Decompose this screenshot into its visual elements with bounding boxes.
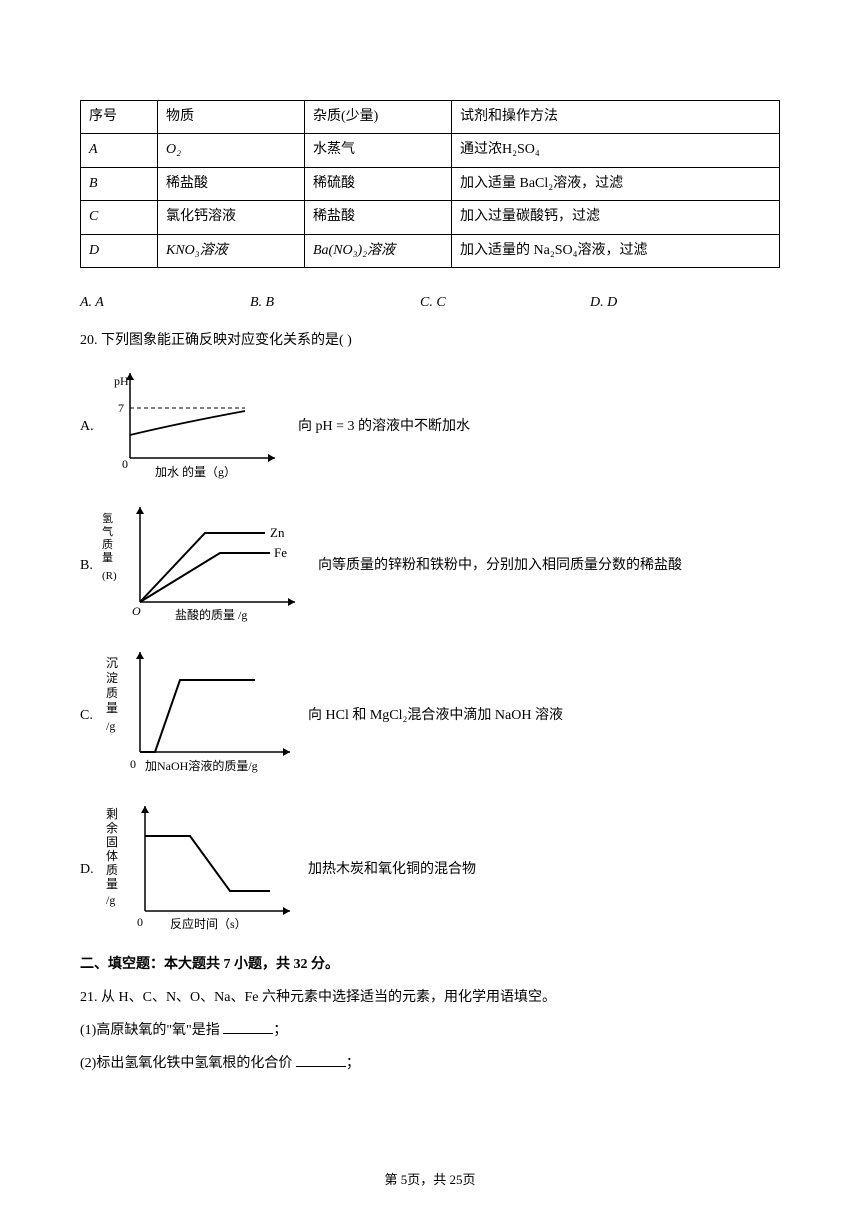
q19-options: A. A B. B C. C D. D: [80, 292, 780, 314]
svg-text:质: 质: [106, 686, 118, 700]
svg-text:(R): (R): [102, 570, 117, 582]
svg-text:量: 量: [106, 701, 118, 715]
label-C: C.: [80, 705, 100, 727]
svg-text:/g: /g: [106, 719, 115, 733]
table-row: D KNO₃溶液 Ba(NO₃)₂溶液 加入适量的 Na₂SO₄溶液，过滤: [81, 234, 780, 267]
svg-text:7: 7: [118, 401, 124, 415]
table-row: B 稀盐酸 稀硫酸 加入适量 BaCl₂溶液，过滤: [81, 167, 780, 200]
cell-C-0: C: [81, 201, 158, 234]
q20-option-D: D. 剩 余 固 体 质 量 /g 0 反应时间（s） 加热木炭和氧化铜的混合物: [80, 796, 780, 944]
label-B: B.: [80, 555, 100, 577]
cell-D-3: 加入适量的 Na₂SO₄溶液，过滤: [452, 234, 780, 267]
q20-option-A: A. pH 7 0 加水 的量（g） 向 pH = 3 的溶液中不断加水: [80, 363, 780, 491]
graph-B: Zn Fe 氢 气 质 量 (R) O 盐酸的质量 /g: [100, 497, 310, 635]
svg-text:加NaOH溶液的质量/g: 加NaOH溶液的质量/g: [145, 758, 258, 773]
svg-text:气: 气: [102, 524, 113, 538]
svg-text:/g: /g: [106, 893, 115, 907]
option-D: D. D: [590, 292, 760, 314]
q21-p2-text: (2)标出氢氧化铁中氢氧根的化合价: [80, 1056, 296, 1071]
option-B: B. B: [250, 292, 420, 314]
pn-total: 25: [450, 1172, 463, 1187]
cell-D-1: KNO₃溶液: [158, 234, 305, 267]
cell-A-0: A: [81, 134, 158, 167]
svg-text:0: 0: [122, 457, 128, 471]
desc-C: 向 HCl 和 MgCl₂混合液中滴加 NaOH 溶液: [308, 705, 563, 727]
cell-B-2: 稀硫酸: [305, 167, 452, 200]
q21-stem: 21. 从 H、C、N、O、Na、Fe 六种元素中选择适当的元素，用化学用语填空…: [80, 987, 780, 1009]
svg-text:盐酸的质量 /g: 盐酸的质量 /g: [175, 607, 247, 622]
svg-text:反应时间（s）: 反应时间（s）: [170, 916, 247, 931]
svg-text:0: 0: [137, 915, 143, 929]
cell-D-2: Ba(NO₃)₂溶液: [305, 234, 452, 267]
chart-h2-vs-acid-icon: Zn Fe 氢 气 质 量 (R) O 盐酸的质量 /g: [100, 497, 310, 627]
svg-text:质: 质: [102, 538, 113, 551]
cell-A-1: O₂: [158, 134, 305, 167]
table-row: A O₂ 水蒸气 通过浓H₂SO₄: [81, 134, 780, 167]
q21-p1-tail: ；: [273, 1023, 287, 1038]
th-1: 物质: [158, 101, 305, 134]
cell-C-3: 加入过量碳酸钙，过滤: [452, 201, 780, 234]
blank-1: [223, 1019, 273, 1034]
th-3: 试剂和操作方法: [452, 101, 780, 134]
option-A: A. A: [80, 292, 250, 314]
page-number: 第 5页，共 25页: [0, 1169, 860, 1188]
q21-p1: (1)高原缺氧的"氧"是指 ；: [80, 1019, 780, 1042]
table-row: C 氯化钙溶液 稀盐酸 加入过量碳酸钙，过滤: [81, 201, 780, 234]
graph-D: 剩 余 固 体 质 量 /g 0 反应时间（s）: [100, 796, 300, 944]
label-D: D.: [80, 859, 100, 881]
svg-text:Fe: Fe: [274, 545, 287, 560]
blank-2: [296, 1052, 346, 1067]
chart-precipitate-vs-naoh-icon: 沉 淀 质 量 /g 0 加NaOH溶液的质量/g: [100, 642, 300, 782]
th-2: 杂质(少量): [305, 101, 452, 134]
q21-p2: (2)标出氢氧化铁中氢氧根的化合价 ；: [80, 1052, 780, 1075]
desc-B: 向等质量的锌粉和铁粉中，分别加入相同质量分数的稀盐酸: [318, 555, 682, 577]
cell-A-3: 通过浓H₂SO₄: [452, 134, 780, 167]
svg-text:加水 的量（g）: 加水 的量（g）: [155, 464, 236, 479]
svg-text:O: O: [132, 604, 141, 618]
svg-text:量: 量: [106, 877, 118, 891]
svg-text:氢: 氢: [102, 511, 113, 525]
page-content: 序号 物质 杂质(少量) 试剂和操作方法 A O₂ 水蒸气 通过浓H₂SO₄ B…: [0, 0, 860, 1126]
q21-p1-text: (1)高原缺氧的"氧"是指: [80, 1023, 223, 1038]
option-C: C. C: [420, 292, 590, 314]
chart-ph-vs-water-icon: pH 7 0 加水 的量（g）: [100, 363, 290, 483]
svg-text:沉: 沉: [106, 656, 118, 670]
desc-D: 加热木炭和氧化铜的混合物: [308, 859, 476, 881]
svg-text:量: 量: [102, 551, 113, 564]
svg-text:Zn: Zn: [270, 525, 285, 540]
table-row: 序号 物质 杂质(少量) 试剂和操作方法: [81, 101, 780, 134]
pn-mid: 页，共: [407, 1172, 449, 1187]
cell-B-3: 加入适量 BaCl₂溶液，过滤: [452, 167, 780, 200]
cell-D-0: D: [81, 234, 158, 267]
q21-p2-tail: ；: [346, 1056, 360, 1071]
svg-text:pH: pH: [114, 374, 129, 388]
purification-table: 序号 物质 杂质(少量) 试剂和操作方法 A O₂ 水蒸气 通过浓H₂SO₄ B…: [80, 100, 780, 268]
cell-C-1: 氯化钙溶液: [158, 201, 305, 234]
q20-text: 20. 下列图象能正确反映对应变化关系的是( ): [80, 330, 780, 352]
svg-text:质: 质: [106, 863, 118, 877]
desc-A: 向 pH = 3 的溶液中不断加水: [298, 416, 470, 438]
cell-B-0: B: [81, 167, 158, 200]
th-0: 序号: [81, 101, 158, 134]
svg-text:余: 余: [106, 820, 118, 835]
q20-option-B: B. Zn Fe 氢 气 质 量 (R) O 盐酸的质量 /g 向等质量的锌粉和…: [80, 497, 780, 635]
chart-solid-vs-time-icon: 剩 余 固 体 质 量 /g 0 反应时间（s）: [100, 796, 300, 936]
pn-prefix: 第: [384, 1172, 400, 1187]
pn-suffix: 页: [463, 1172, 476, 1187]
label-A: A.: [80, 416, 100, 438]
q20-option-C: C. 沉 淀 质 量 /g 0 加NaOH溶液的质量/g 向 HCl 和 MgC…: [80, 642, 780, 790]
svg-text:0: 0: [130, 757, 136, 771]
cell-A-2: 水蒸气: [305, 134, 452, 167]
svg-text:淀: 淀: [106, 671, 118, 685]
graph-C: 沉 淀 质 量 /g 0 加NaOH溶液的质量/g: [100, 642, 300, 790]
section-2-header: 二、填空题：本大题共 7 小题，共 32 分。: [80, 954, 780, 976]
graph-A: pH 7 0 加水 的量（g）: [100, 363, 290, 491]
svg-text:固: 固: [106, 835, 118, 849]
svg-text:体: 体: [106, 849, 118, 863]
svg-text:剩: 剩: [106, 807, 118, 821]
cell-B-1: 稀盐酸: [158, 167, 305, 200]
cell-C-2: 稀盐酸: [305, 201, 452, 234]
